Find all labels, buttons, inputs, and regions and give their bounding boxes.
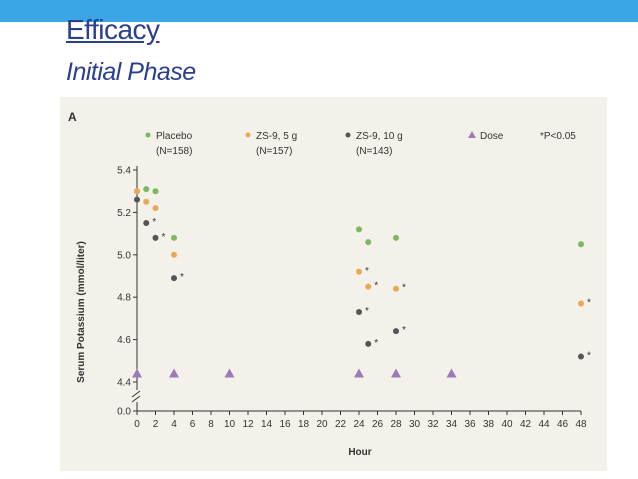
significance-marker: * xyxy=(587,298,591,309)
x-tick-label: 40 xyxy=(501,419,513,430)
legend-sublabel: (N=158) xyxy=(156,146,192,157)
data-point-zs9_10g xyxy=(152,234,159,241)
data-point-placebo xyxy=(356,226,362,233)
data-point-zs9_10g xyxy=(365,340,372,347)
dose-marker xyxy=(224,368,235,378)
slide-title: Efficacy xyxy=(66,14,160,45)
significance-marker: * xyxy=(180,272,184,283)
significance-marker: * xyxy=(162,232,166,243)
legend-sublabel: (N=157) xyxy=(256,146,292,157)
data-point-placebo xyxy=(365,239,372,246)
x-tick-label: 18 xyxy=(298,419,310,430)
significance-marker: * xyxy=(587,351,591,362)
significance-marker: * xyxy=(365,266,369,277)
data-point-placebo xyxy=(578,241,584,248)
x-tick-label: 30 xyxy=(409,419,421,430)
axis-break-mark xyxy=(131,390,141,398)
y-axis-title: Serum Potassium (mmol/liter) xyxy=(76,241,87,383)
x-tick-label: 38 xyxy=(483,419,495,430)
data-point-zs9_10g xyxy=(393,328,399,335)
dose-marker xyxy=(354,368,364,378)
data-point-zs9_5g xyxy=(356,268,362,275)
significance-marker: * xyxy=(402,283,406,294)
data-point-zs9_5g xyxy=(134,188,140,195)
x-tick-label: 22 xyxy=(335,419,347,430)
data-point-placebo xyxy=(393,234,399,241)
legend-sublabel: (N=143) xyxy=(356,146,392,157)
data-point-zs9_10g xyxy=(134,196,140,203)
y-tick-label: 5.0 xyxy=(117,250,131,261)
legend-label: Dose xyxy=(480,131,504,142)
x-tick-label: 32 xyxy=(427,419,439,430)
dose-marker xyxy=(446,368,457,378)
x-tick-label: 42 xyxy=(520,419,532,430)
y-tick-label: 5.4 xyxy=(117,166,131,177)
significance-marker: * xyxy=(365,306,369,317)
x-tick-label: 4 xyxy=(171,419,177,430)
data-marks: * * * * * * * * * * * xyxy=(132,186,591,378)
x-tick-label: 6 xyxy=(190,419,196,430)
x-tick-label: 26 xyxy=(372,419,384,430)
axis-break-mark xyxy=(131,395,141,403)
x-tick-label: 20 xyxy=(316,419,328,430)
legend-label: Placebo xyxy=(156,131,193,142)
scatter-chart: A Placebo (N=158) ZS-9, 5 g (N=157) ZS-9, 10… xyxy=(68,110,591,458)
x-tick-label: 10 xyxy=(224,419,236,430)
data-point-placebo xyxy=(171,234,177,241)
data-point-zs9_5g xyxy=(171,251,177,258)
y-tick-label: 4.4 xyxy=(117,378,131,389)
significance-marker: * xyxy=(374,281,378,292)
dose-marker xyxy=(391,368,401,378)
slide-subtitle: Initial Phase xyxy=(66,58,196,86)
data-point-placebo xyxy=(152,188,159,195)
chart-figure: A Placebo (N=158) ZS-9, 5 g (N=157) ZS-9, 10… xyxy=(60,97,607,471)
significance-marker: * xyxy=(402,325,406,336)
x-tick-label: 48 xyxy=(575,419,587,430)
legend: Placebo (N=158) ZS-9, 5 g (N=157) ZS-9, 10 g… xyxy=(145,131,576,157)
legend-label: *P<0.05 xyxy=(540,131,576,142)
x-tick-label: 12 xyxy=(242,419,254,430)
dose-marker xyxy=(132,368,142,378)
legend-marker-placebo xyxy=(145,132,151,138)
axes: 4.44.64.85.05.25.40.00 2 4 6 8 10 12 14 16 18 20 22… xyxy=(117,166,587,431)
y-tick-label: 0.0 xyxy=(117,407,131,418)
top-banner xyxy=(0,0,638,22)
data-point-zs9_10g xyxy=(143,220,150,226)
y-tick-label: 4.8 xyxy=(117,293,131,304)
x-tick-label: 24 xyxy=(353,419,365,430)
data-point-zs9_5g xyxy=(578,300,584,307)
x-axis-title: Hour xyxy=(348,447,371,458)
y-tick-label: 5.2 xyxy=(117,208,131,219)
x-tick-label: 34 xyxy=(446,419,458,430)
legend-marker-zs9_10g xyxy=(345,132,351,138)
data-point-zs9_5g xyxy=(365,283,372,290)
x-tick-label: 46 xyxy=(557,419,569,430)
data-point-zs9_10g xyxy=(356,309,362,316)
data-point-zs9_5g xyxy=(152,205,159,212)
x-tick-label: 28 xyxy=(390,419,402,430)
panel-label: A xyxy=(68,110,77,124)
data-point-zs9_5g xyxy=(143,198,150,205)
data-point-zs9_10g xyxy=(578,353,584,360)
legend-marker-zs9_5g xyxy=(245,132,251,138)
legend-label: ZS-9, 5 g xyxy=(256,131,297,142)
x-tick-label: 0 xyxy=(134,419,140,430)
significance-marker: * xyxy=(374,338,378,349)
data-point-placebo xyxy=(143,186,150,193)
y-tick-label: 4.6 xyxy=(117,335,131,346)
legend-label: ZS-9, 10 g xyxy=(356,131,403,142)
legend-marker-dose xyxy=(468,131,476,138)
x-tick-label: 2 xyxy=(153,419,159,430)
x-tick-label: 44 xyxy=(538,419,550,430)
significance-marker: * xyxy=(152,217,156,228)
dose-marker xyxy=(169,368,179,378)
x-tick-label: 8 xyxy=(208,419,214,430)
x-tick-label: 14 xyxy=(261,419,273,430)
x-tick-label: 36 xyxy=(464,419,476,430)
data-point-zs9_10g xyxy=(171,275,177,282)
x-tick-label: 16 xyxy=(279,419,291,430)
data-point-zs9_5g xyxy=(393,285,399,292)
